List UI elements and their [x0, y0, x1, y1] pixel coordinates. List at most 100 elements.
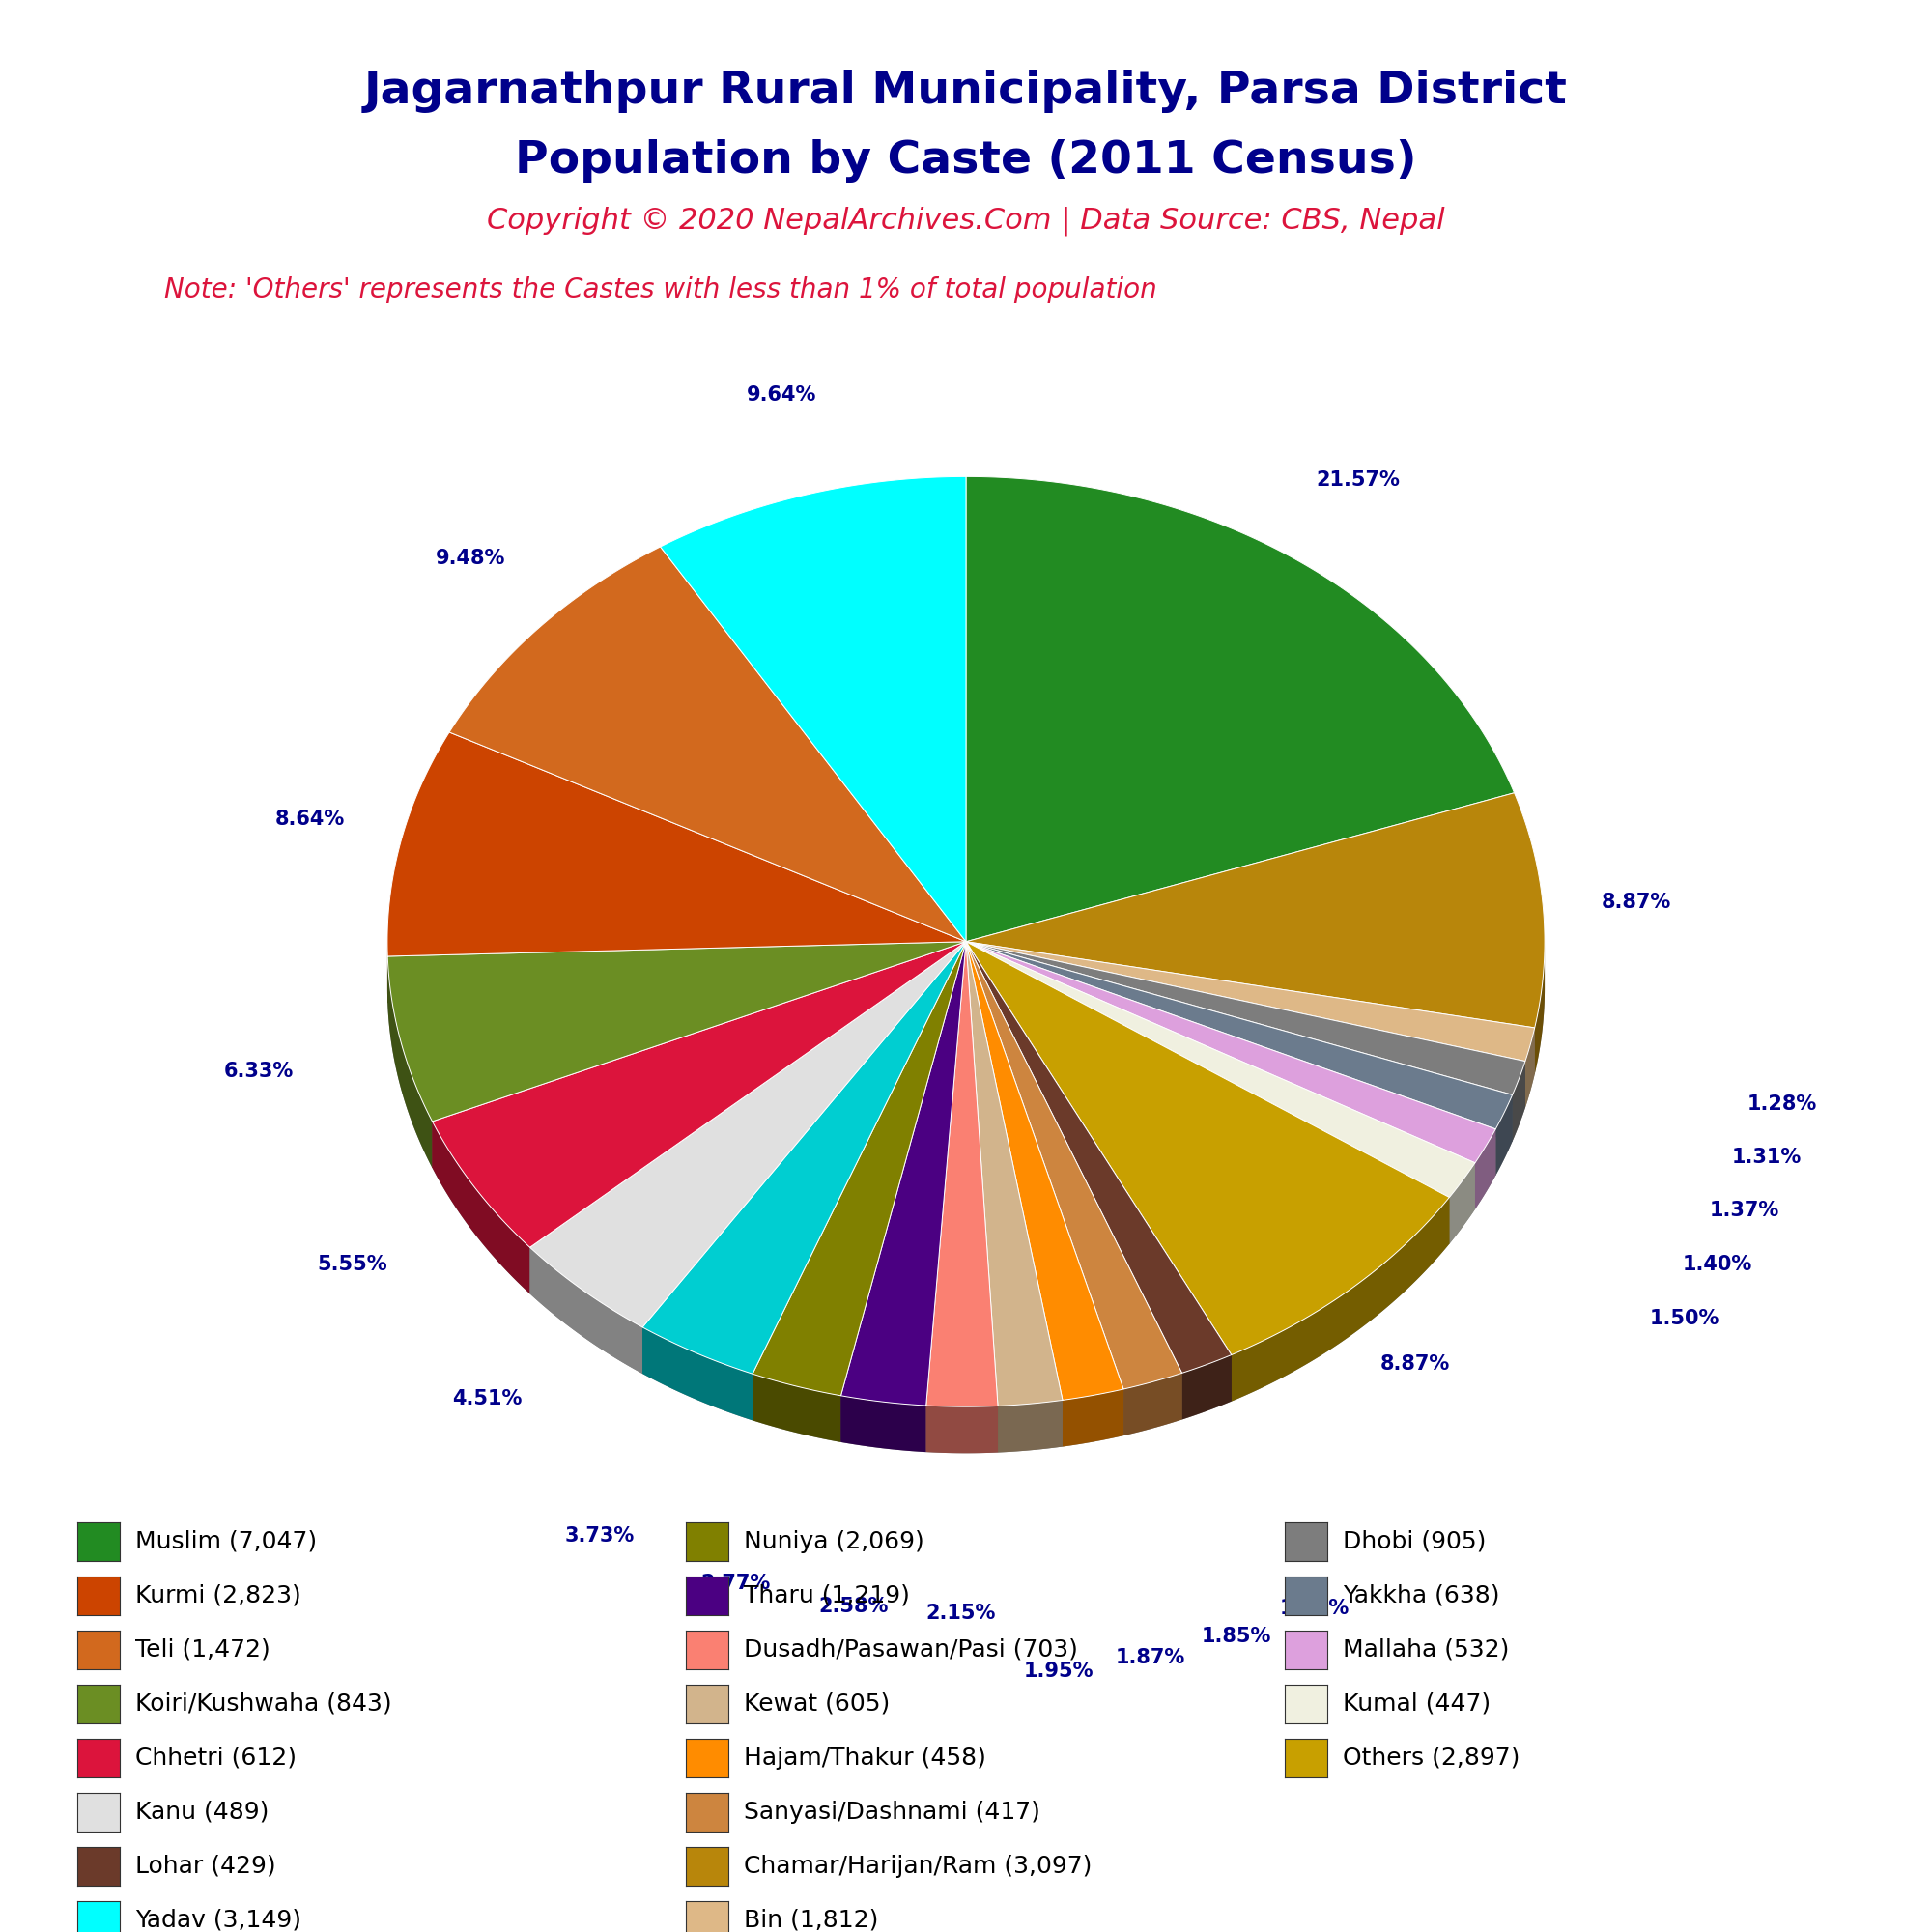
- Text: Bin (1,812): Bin (1,812): [744, 1909, 879, 1932]
- Polygon shape: [966, 792, 1546, 1028]
- Polygon shape: [643, 941, 966, 1374]
- Text: Kumal (447): Kumal (447): [1343, 1692, 1492, 1716]
- Polygon shape: [966, 941, 1063, 1447]
- Polygon shape: [966, 941, 1063, 1406]
- Polygon shape: [966, 941, 1182, 1420]
- Polygon shape: [840, 941, 966, 1406]
- Polygon shape: [1124, 1374, 1182, 1435]
- Text: Kanu (489): Kanu (489): [135, 1801, 269, 1824]
- Polygon shape: [966, 941, 1449, 1244]
- Polygon shape: [966, 941, 1231, 1401]
- Text: Note: 'Others' represents the Castes with less than 1% of total population: Note: 'Others' represents the Castes wit…: [164, 276, 1157, 303]
- Polygon shape: [966, 941, 1474, 1198]
- Polygon shape: [1524, 1028, 1534, 1107]
- Text: 2.77%: 2.77%: [701, 1575, 771, 1594]
- Polygon shape: [966, 941, 1474, 1209]
- Text: 8.87%: 8.87%: [1602, 893, 1671, 912]
- Polygon shape: [433, 941, 966, 1169]
- Polygon shape: [966, 941, 1513, 1142]
- Polygon shape: [529, 941, 966, 1294]
- Text: Lohar (429): Lohar (429): [135, 1855, 276, 1878]
- Polygon shape: [753, 941, 966, 1420]
- Polygon shape: [388, 941, 966, 1003]
- Polygon shape: [966, 941, 999, 1453]
- Text: Teli (1,472): Teli (1,472): [135, 1638, 270, 1662]
- Polygon shape: [966, 941, 1513, 1128]
- Text: Yakkha (638): Yakkha (638): [1343, 1584, 1499, 1607]
- Polygon shape: [966, 941, 1524, 1095]
- Polygon shape: [450, 547, 966, 941]
- Polygon shape: [966, 941, 1534, 1074]
- Polygon shape: [966, 941, 1513, 1142]
- Text: Koiri/Kushwaha (843): Koiri/Kushwaha (843): [135, 1692, 392, 1716]
- Text: 1.31%: 1.31%: [1731, 1148, 1801, 1167]
- Polygon shape: [840, 941, 966, 1441]
- Text: 1.95%: 1.95%: [1024, 1662, 1094, 1681]
- Polygon shape: [966, 941, 1124, 1435]
- Polygon shape: [966, 941, 1063, 1447]
- Polygon shape: [753, 1374, 840, 1441]
- Text: 1.85%: 1.85%: [1202, 1627, 1271, 1646]
- Text: Tharu (1,219): Tharu (1,219): [744, 1584, 910, 1607]
- Text: 1.63%: 1.63%: [1279, 1600, 1349, 1619]
- Polygon shape: [529, 941, 966, 1294]
- Text: Hajam/Thakur (458): Hajam/Thakur (458): [744, 1747, 985, 1770]
- Text: 8.87%: 8.87%: [1379, 1354, 1451, 1374]
- Polygon shape: [966, 941, 1124, 1435]
- Polygon shape: [966, 941, 1449, 1244]
- Text: Chamar/Harijan/Ram (3,097): Chamar/Harijan/Ram (3,097): [744, 1855, 1092, 1878]
- Polygon shape: [966, 477, 1515, 941]
- Text: Sanyasi/Dashnami (417): Sanyasi/Dashnami (417): [744, 1801, 1039, 1824]
- Polygon shape: [925, 941, 999, 1406]
- Text: 1.28%: 1.28%: [1747, 1094, 1818, 1113]
- Text: 1.37%: 1.37%: [1710, 1202, 1779, 1221]
- Polygon shape: [966, 941, 999, 1453]
- Text: Nuniya (2,069): Nuniya (2,069): [744, 1530, 923, 1553]
- Polygon shape: [388, 956, 433, 1169]
- Polygon shape: [966, 941, 1495, 1175]
- Polygon shape: [966, 941, 1495, 1163]
- Polygon shape: [966, 941, 1534, 1074]
- Text: Dhobi (905): Dhobi (905): [1343, 1530, 1486, 1553]
- Polygon shape: [840, 1395, 925, 1453]
- Polygon shape: [388, 941, 966, 1121]
- Polygon shape: [966, 941, 1124, 1401]
- Polygon shape: [966, 941, 1474, 1209]
- Text: 1.40%: 1.40%: [1683, 1254, 1752, 1273]
- Polygon shape: [1534, 941, 1546, 1074]
- Text: Yadav (3,149): Yadav (3,149): [135, 1909, 301, 1932]
- Text: 2.15%: 2.15%: [925, 1604, 995, 1623]
- Polygon shape: [966, 941, 1231, 1401]
- Polygon shape: [661, 477, 966, 941]
- Polygon shape: [643, 1327, 753, 1420]
- Text: 1.87%: 1.87%: [1115, 1648, 1184, 1667]
- Polygon shape: [753, 941, 966, 1420]
- Text: Kewat (605): Kewat (605): [744, 1692, 891, 1716]
- Polygon shape: [999, 1401, 1063, 1453]
- Polygon shape: [925, 1406, 999, 1453]
- Polygon shape: [386, 732, 966, 956]
- Polygon shape: [925, 941, 966, 1453]
- Polygon shape: [529, 941, 966, 1327]
- Text: Kurmi (2,823): Kurmi (2,823): [135, 1584, 301, 1607]
- Polygon shape: [966, 941, 1182, 1389]
- Text: 21.57%: 21.57%: [1316, 469, 1399, 489]
- Text: Chhetri (612): Chhetri (612): [135, 1747, 298, 1770]
- Polygon shape: [643, 941, 966, 1374]
- Polygon shape: [388, 941, 966, 1003]
- Polygon shape: [643, 941, 966, 1374]
- Text: 3.73%: 3.73%: [564, 1526, 634, 1546]
- Text: Muslim (7,047): Muslim (7,047): [135, 1530, 317, 1553]
- Polygon shape: [966, 941, 1524, 1107]
- Polygon shape: [386, 941, 1546, 1453]
- Polygon shape: [966, 941, 1182, 1420]
- Text: Copyright © 2020 NepalArchives.Com | Data Source: CBS, Nepal: Copyright © 2020 NepalArchives.Com | Dat…: [487, 207, 1445, 236]
- Text: 8.64%: 8.64%: [274, 810, 346, 829]
- Polygon shape: [925, 941, 966, 1453]
- Polygon shape: [1231, 1198, 1449, 1401]
- Polygon shape: [529, 1248, 643, 1374]
- Polygon shape: [840, 941, 966, 1441]
- Polygon shape: [433, 1121, 529, 1294]
- Text: 4.51%: 4.51%: [452, 1389, 522, 1408]
- Text: Population by Caste (2011 Census): Population by Caste (2011 Census): [516, 139, 1416, 184]
